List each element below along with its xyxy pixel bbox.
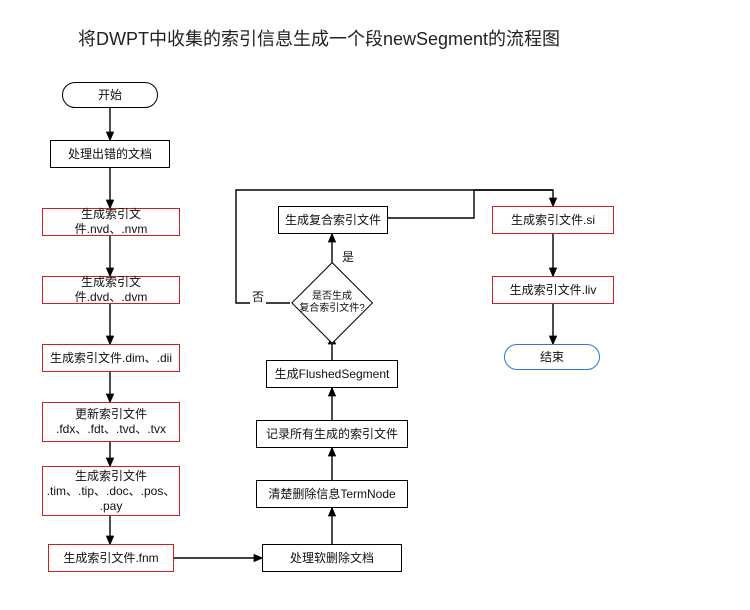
node-si: 生成索引文件.si [492,206,614,234]
page-title: 将DWPT中收集的索引信息生成一个段newSegment的流程图 [78,25,560,51]
node-decide: 是否生成复合索引文件? [290,270,374,336]
flowchart-canvas: 将DWPT中收集的索引信息生成一个段newSegment的流程图 开始处理出错的… [0,0,750,610]
node-start: 开始 [62,82,158,108]
node-upd: 更新索引文件.fdx、.fdt、.tvd、.tvx [42,402,180,442]
node-tim: 生成索引文件.tim、.tip、.doc、.pos、.pay [42,466,180,516]
node-softdel: 处理软删除文档 [262,544,402,572]
node-dvd: 生成索引文件.dvd、.dvm [42,276,180,304]
node-errDoc: 处理出错的文档 [50,140,170,168]
node-fnm: 生成索引文件.fnm [48,544,174,572]
node-compose: 生成复合索引文件 [278,206,388,234]
node-flushed: 生成FlushedSegment [266,360,398,388]
node-nvd: 生成索引文件.nvd、.nvm [42,208,180,236]
edge-label-decide-compose: 是 [340,248,356,265]
node-end: 结束 [504,344,600,370]
node-label-decide: 是否生成复合索引文件? [290,270,374,336]
node-record: 记录所有生成的索引文件 [256,420,408,448]
node-termnd: 清楚删除信息TermNode [256,480,408,508]
node-dim: 生成索引文件.dim、.dii [42,344,180,372]
node-liv: 生成索引文件.liv [492,276,614,304]
edge-label-decide-si_no: 否 [250,288,266,305]
